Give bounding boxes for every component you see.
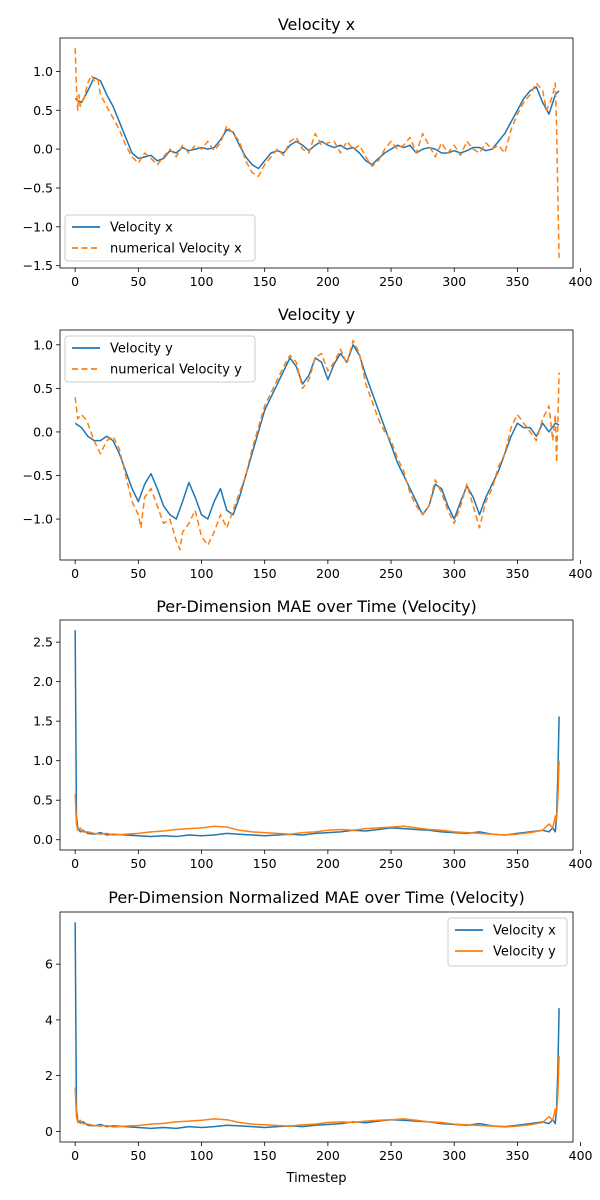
x-tick-label: 50	[130, 1148, 146, 1163]
x-tick-label: 300	[442, 274, 466, 289]
x-tick-label: 100	[190, 566, 214, 581]
legend-label: Velocity y	[493, 945, 556, 960]
x-tick-label: 0	[71, 566, 79, 581]
chart-title: Per-Dimension MAE over Time (Velocity)	[156, 597, 477, 616]
ticks-layer: 0 50 100 150 200 250 300 350 400 0 2 4 6	[45, 957, 593, 1163]
chart-title: Velocity x	[278, 15, 355, 34]
x-tick-label: 350	[505, 274, 529, 289]
axes-frame	[59, 911, 574, 1143]
y-tick-label: −1.5	[23, 258, 53, 273]
x-tick-label: 100	[190, 274, 214, 289]
series-line-2	[74, 760, 560, 836]
x-axis-label: Timestep	[286, 1171, 347, 1186]
x-tick-label: 50	[130, 566, 146, 581]
x-tick-label: 400	[569, 274, 593, 289]
subplot-velocity-x: Velocity x 0 50 100 150 200 250 300 350 400 −1.5 −…	[23, 15, 593, 289]
y-tick-label: 0.0	[33, 424, 53, 439]
legend: Velocity y numerical Velocity y	[64, 335, 256, 383]
x-tick-label: 300	[442, 1148, 466, 1163]
legend-box	[64, 214, 256, 262]
y-tick-label: 1.0	[33, 337, 53, 352]
x-tick-label: 400	[569, 1148, 593, 1163]
y-tick-label: 6	[45, 957, 53, 972]
y-tick-label: 0.5	[33, 793, 53, 808]
legend-label: numerical Velocity y	[110, 363, 242, 378]
y-tick-label: −0.5	[23, 180, 53, 195]
x-tick-label: 300	[442, 566, 466, 581]
x-tick-label: 200	[316, 856, 340, 871]
legend: Velocity x numerical Velocity x	[64, 214, 256, 262]
x-tick-label: 150	[253, 274, 277, 289]
x-tick-label: 200	[316, 274, 340, 289]
x-tick-label: 150	[253, 566, 277, 581]
y-tick-label: 1.0	[33, 64, 53, 79]
ticks-layer: 0 50 100 150 200 250 300 350 400 −1.5 −1.0 −0.5 0.0 0…	[23, 64, 593, 289]
y-tick-label: 0.0	[33, 832, 53, 847]
chart-title: Velocity y	[278, 305, 355, 324]
axes-frame	[59, 37, 574, 269]
legend-label: numerical Velocity x	[110, 242, 242, 257]
subplot-mae: Per-Dimension MAE over Time (Velocity) 0…	[33, 597, 592, 871]
x-tick-label: 250	[379, 274, 403, 289]
x-tick-label: 150	[253, 1148, 277, 1163]
x-tick-label: 50	[130, 856, 146, 871]
series-layer	[74, 630, 560, 838]
series-layer	[74, 339, 560, 551]
x-tick-label: 350	[505, 566, 529, 581]
y-tick-label: 2	[45, 1068, 53, 1083]
series-line-1	[74, 344, 560, 520]
series-layer	[74, 48, 560, 258]
y-tick-label: 0.5	[33, 103, 53, 118]
x-tick-label: 200	[316, 1148, 340, 1163]
y-tick-label: 2.5	[33, 635, 53, 650]
series-line-2	[74, 1056, 560, 1128]
x-tick-label: 100	[190, 856, 214, 871]
x-tick-label: 400	[569, 566, 593, 581]
series-line-2	[74, 339, 560, 551]
series-layer	[74, 922, 560, 1130]
ticks-layer: 0 50 100 150 200 250 300 350 400 −1.0 −0.5 0.0 0.5 1.…	[23, 337, 593, 581]
x-tick-label: 100	[190, 1148, 214, 1163]
y-tick-label: 1.5	[33, 714, 53, 729]
series-line-1	[74, 76, 560, 170]
y-tick-label: −1.0	[23, 512, 53, 527]
legend-label: Velocity y	[110, 342, 173, 357]
y-tick-label: −1.0	[23, 219, 53, 234]
x-tick-label: 350	[505, 856, 529, 871]
axes-frame	[59, 329, 574, 561]
y-tick-label: 0	[45, 1124, 53, 1139]
x-tick-label: 0	[71, 856, 79, 871]
axes-frame	[59, 619, 574, 851]
legend-label: Velocity x	[493, 924, 556, 939]
x-tick-label: 0	[71, 274, 79, 289]
y-tick-label: 0.5	[33, 381, 53, 396]
series-line-2	[74, 48, 560, 258]
x-tick-label: 150	[253, 856, 277, 871]
x-tick-label: 250	[379, 856, 403, 871]
subplot-velocity-y: Velocity y 0 50 100 150 200 250 300 350 400 −1.0 −…	[23, 305, 593, 581]
subplot-normalized-mae: Per-Dimension Normalized MAE over Time (…	[45, 888, 593, 1186]
x-tick-label: 350	[505, 1148, 529, 1163]
legend-box	[64, 335, 256, 383]
x-tick-label: 50	[130, 274, 146, 289]
x-tick-label: 400	[569, 856, 593, 871]
y-tick-label: 0.0	[33, 142, 53, 157]
legend: Velocity x Velocity y	[447, 917, 568, 967]
x-tick-label: 250	[379, 566, 403, 581]
y-tick-label: 4	[45, 1012, 53, 1027]
chart-title: Per-Dimension Normalized MAE over Time (…	[108, 888, 524, 907]
x-tick-label: 250	[379, 1148, 403, 1163]
y-tick-label: 1.0	[33, 753, 53, 768]
legend-label: Velocity x	[110, 221, 173, 236]
y-tick-label: 2.0	[33, 674, 53, 689]
x-tick-label: 200	[316, 566, 340, 581]
x-tick-label: 300	[442, 856, 466, 871]
ticks-layer: 0 50 100 150 200 250 300 350 400 0.0 0.5 1.0 1.5 2.0 2…	[33, 635, 592, 871]
y-tick-label: −0.5	[23, 468, 53, 483]
x-tick-label: 0	[71, 1148, 79, 1163]
